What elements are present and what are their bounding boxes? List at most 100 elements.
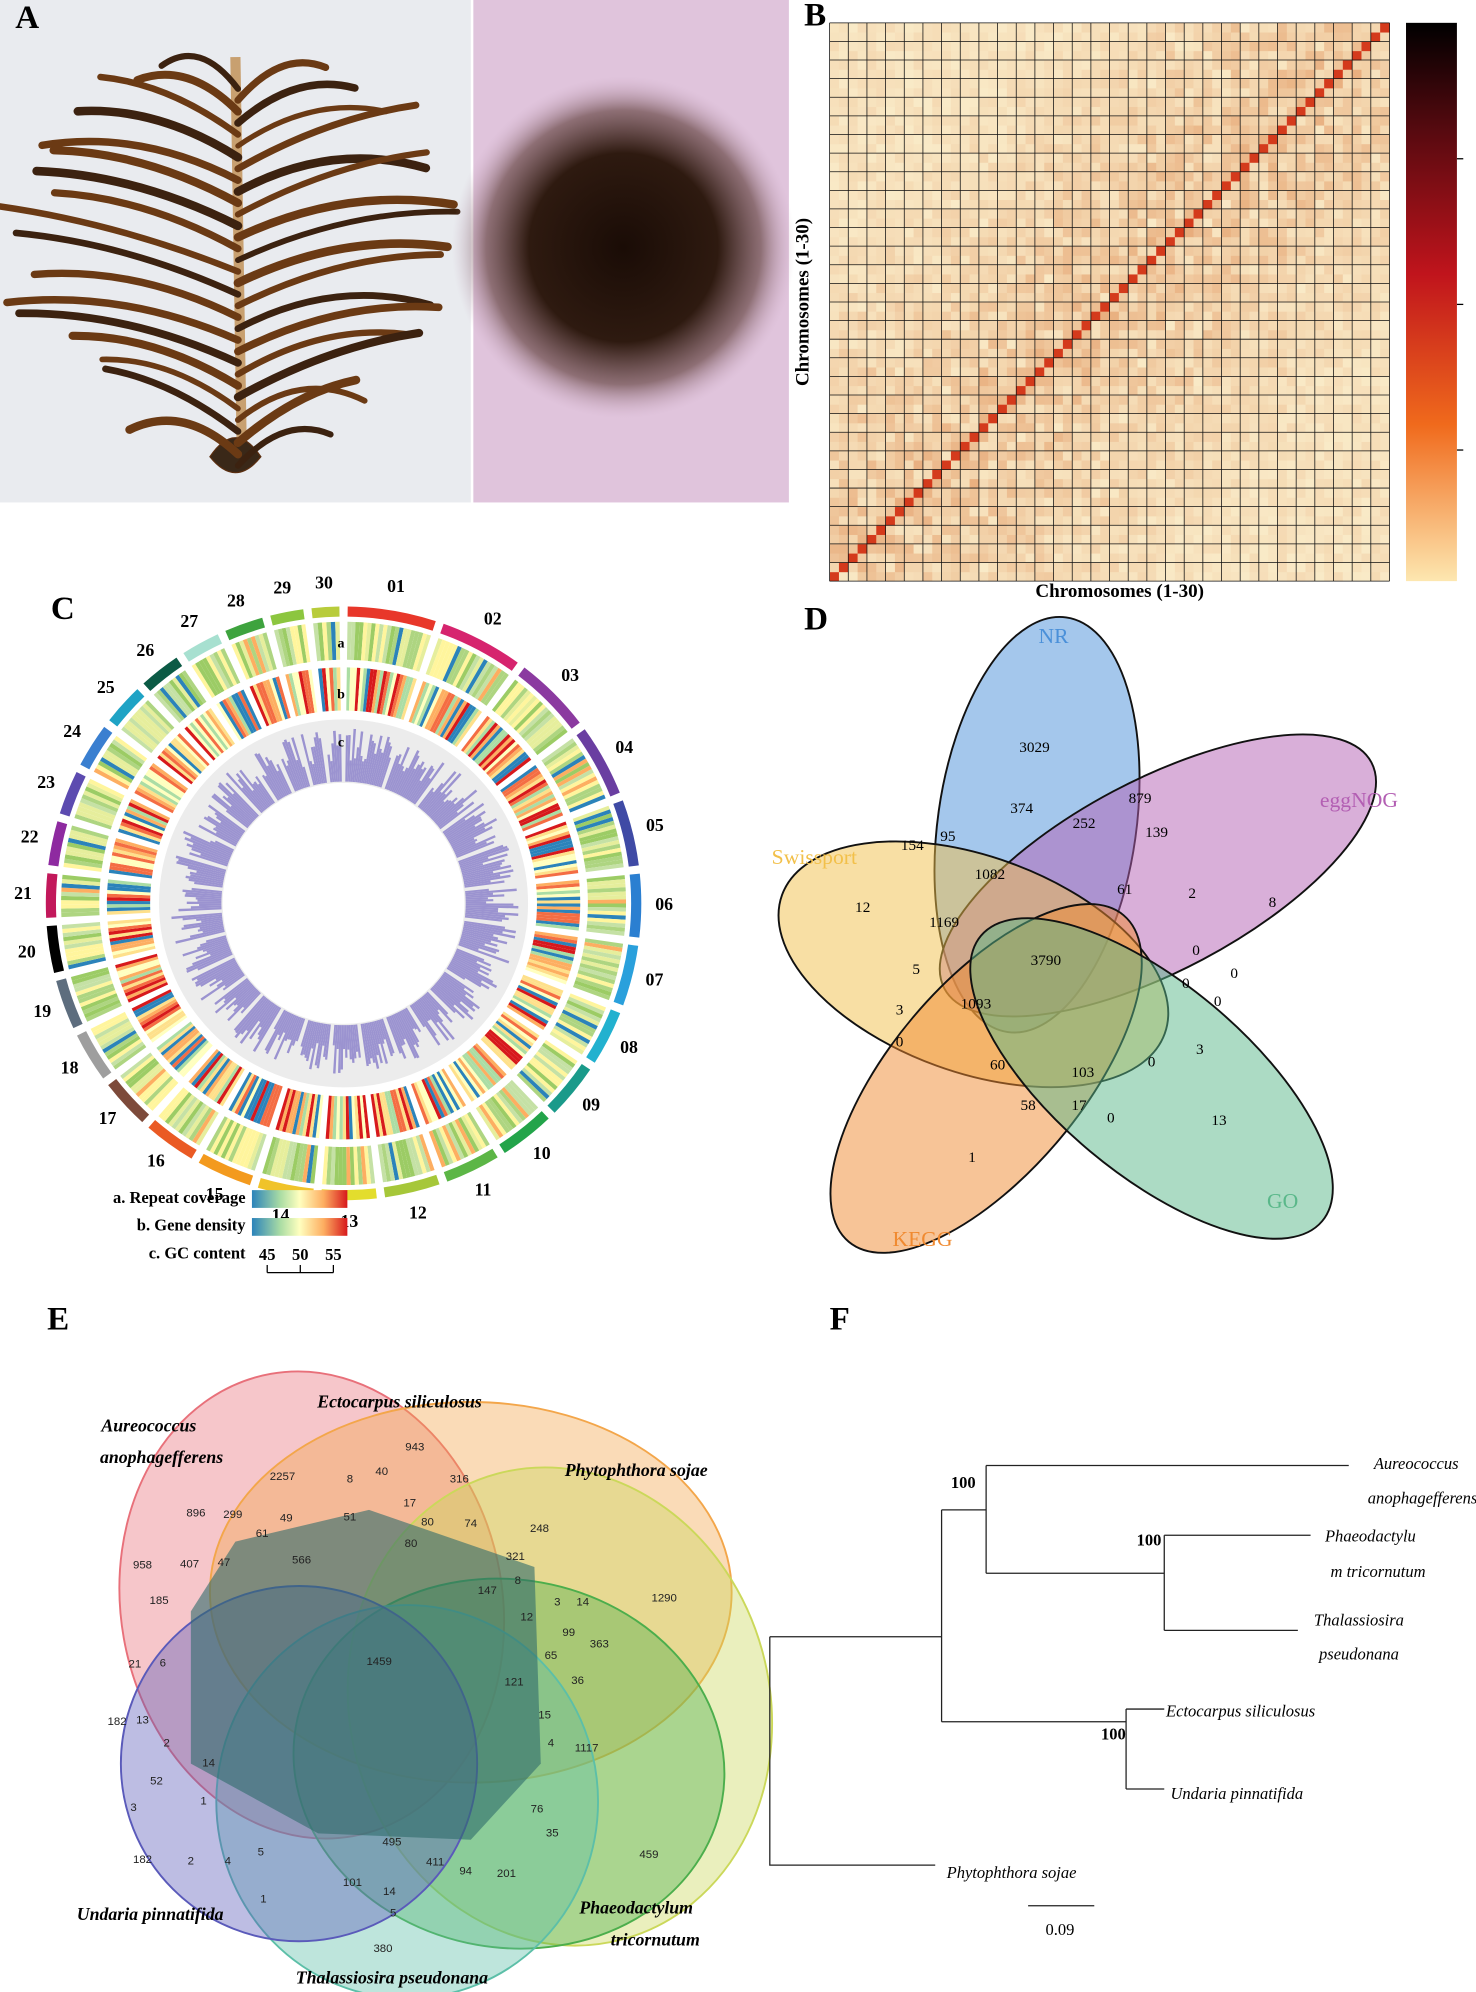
heat-cell: [1156, 236, 1166, 247]
heat-cell: [1100, 329, 1110, 340]
gc-bar: [449, 822, 485, 844]
heat-cell: [1137, 162, 1148, 173]
heat-cell: [1156, 227, 1166, 238]
heat-cell: [1240, 22, 1250, 33]
heat-cell: [922, 376, 933, 387]
repeat-strip: [516, 704, 547, 734]
heat-cell: [1286, 181, 1297, 191]
heat-cell: [1044, 153, 1054, 163]
heat-cell: [866, 376, 877, 387]
heat-cell: [1333, 432, 1344, 442]
heat-cell: [1352, 385, 1362, 396]
density-strip: [197, 715, 227, 752]
heat-cell: [1268, 311, 1278, 321]
density-strip: [158, 1023, 195, 1054]
heat-cell: [1324, 292, 1334, 303]
heat-cell: [1277, 404, 1288, 415]
heat-cell: [1240, 87, 1250, 98]
heat-cell: [1100, 255, 1110, 266]
repeat-strip: [503, 690, 532, 722]
density-strip: [376, 1092, 387, 1137]
gc-bar: [266, 765, 286, 798]
heat-cell: [1184, 385, 1194, 396]
gc-bar: [214, 977, 249, 1005]
heat-cell: [1156, 348, 1166, 359]
repeat-strip: [360, 622, 368, 661]
heat-cell: [904, 488, 914, 498]
density-strip: [528, 834, 571, 850]
heat-cell: [913, 422, 924, 433]
heat-cell: [866, 32, 877, 42]
frond: [49, 146, 243, 208]
repeat-strip: [360, 1146, 368, 1185]
density-strip: [159, 752, 195, 783]
heat-cell: [922, 246, 933, 256]
heat-cell: [904, 432, 914, 442]
chromosome: [198, 1153, 254, 1186]
heat-cell: [1109, 246, 1120, 256]
repeat-strip: [587, 910, 626, 916]
heat-cell: [1100, 311, 1110, 321]
heat-cell: [932, 171, 942, 182]
heat-cell: [1025, 60, 1036, 70]
heat-cell: [932, 97, 942, 107]
heat-cell: [932, 497, 942, 508]
heat-cell: [1006, 143, 1017, 154]
heat-cell: [829, 97, 840, 107]
density-strip: [106, 904, 151, 908]
heat-cell: [1174, 50, 1185, 61]
heat-cell: [1277, 329, 1288, 340]
heat-cell: [978, 311, 989, 321]
heat-cell: [1016, 106, 1026, 117]
heat-cell: [932, 69, 942, 80]
colorbar: [1406, 22, 1457, 582]
heat-cell: [1128, 469, 1138, 480]
density-strip: [397, 1087, 414, 1130]
heat-cell: [1118, 534, 1129, 545]
heat-cell: [1240, 432, 1250, 442]
heat-cell: [1202, 404, 1213, 415]
heat-cell: [866, 125, 877, 135]
repeat-strip: [301, 624, 311, 663]
heat-cell: [950, 441, 961, 452]
heat-cell: [1212, 571, 1222, 582]
heat-cell: [1277, 450, 1288, 461]
heat-cell: [1370, 488, 1381, 498]
heat-cell: [988, 497, 998, 508]
heat-cell: [988, 292, 998, 303]
heat-cell: [1296, 199, 1306, 210]
heat-cell: [932, 376, 942, 387]
heat-cell: [904, 218, 914, 228]
heat-cell: [1016, 339, 1026, 349]
heat-cell: [1193, 404, 1204, 415]
heat-cell: [894, 553, 905, 563]
heat-cell: [941, 292, 952, 303]
repeat-strip: [181, 670, 207, 704]
heat-cell: [1137, 199, 1148, 210]
heat-cell: [1221, 422, 1232, 433]
density-strip: [529, 953, 573, 968]
heat-cell: [866, 404, 877, 415]
heat-cell: [922, 506, 933, 517]
heat-cell: [1184, 357, 1194, 368]
heat-cell: [1128, 171, 1138, 182]
heat-cell: [1025, 367, 1036, 377]
heat-cell: [969, 441, 980, 452]
heat-cell: [1109, 236, 1120, 247]
heat-cell: [1361, 274, 1372, 284]
density-strip: [365, 668, 374, 713]
repeat-strip: [61, 887, 100, 894]
repeat-strip: [577, 969, 616, 985]
heat-cell: [1286, 543, 1297, 554]
heat-cell: [1230, 87, 1241, 98]
heat-cell: [1156, 283, 1166, 294]
gc-bar: [257, 1006, 280, 1040]
gc-bar: [185, 875, 224, 885]
heat-cell: [1296, 283, 1306, 294]
heat-cell: [1296, 97, 1306, 107]
heat-cell: [885, 78, 896, 89]
heat-cell: [1090, 199, 1101, 210]
heat-cell: [1249, 543, 1260, 554]
heat-cell: [829, 32, 840, 42]
heat-cell: [1352, 441, 1362, 452]
